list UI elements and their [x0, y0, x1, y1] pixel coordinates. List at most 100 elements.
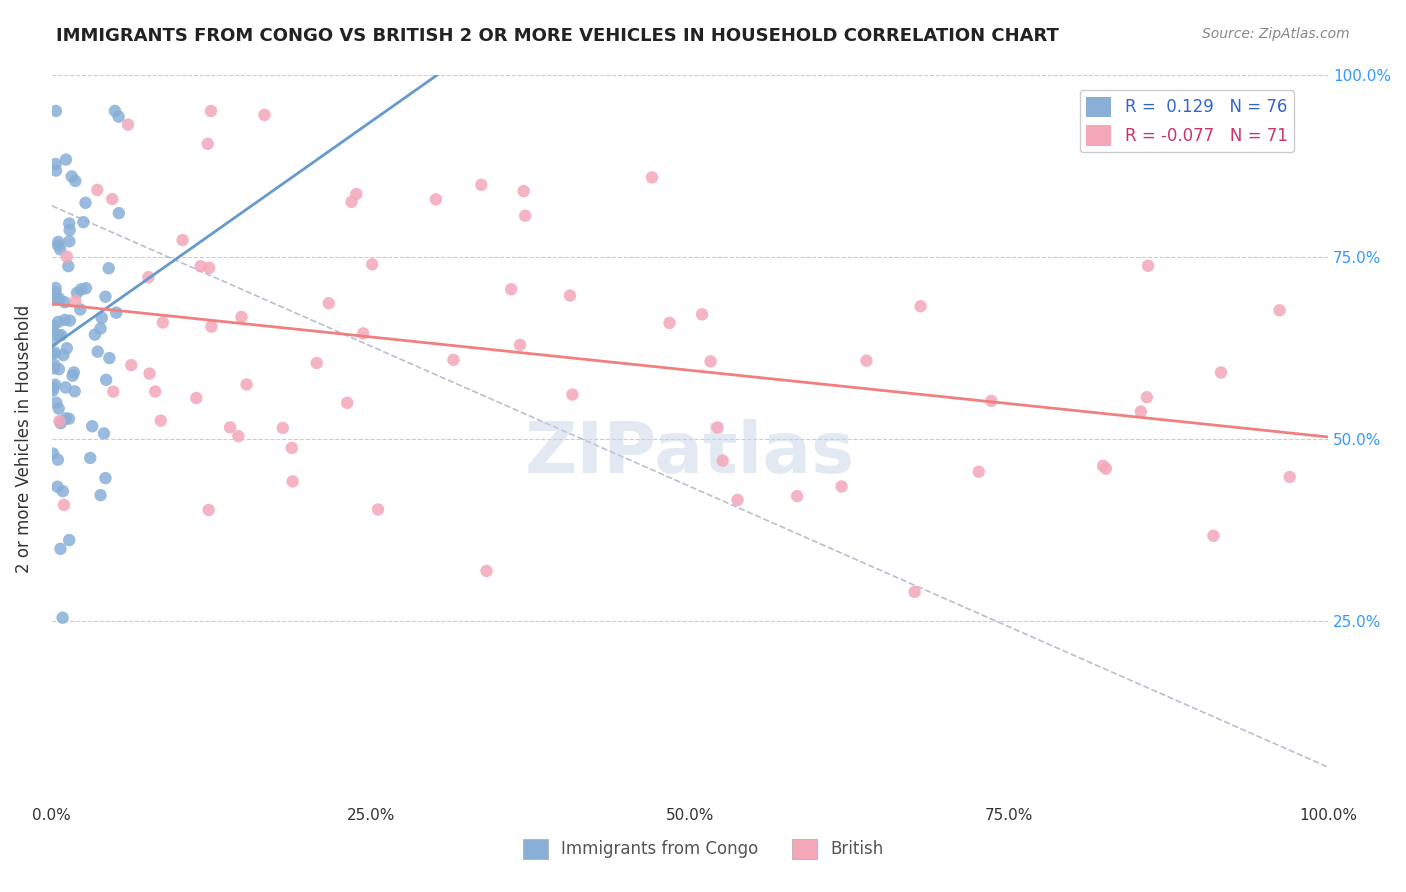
Point — [699, 354, 721, 368]
Point — [172, 233, 194, 247]
Point — [561, 387, 583, 401]
Point — [49, 541, 72, 556]
Point — [42, 361, 65, 376]
Point — [42, 325, 65, 339]
Point — [58, 533, 80, 547]
Point — [75, 281, 97, 295]
Point — [198, 260, 221, 275]
Point — [152, 315, 174, 329]
Point — [52, 498, 75, 512]
Point — [45, 395, 67, 409]
Point — [53, 313, 76, 327]
Point — [51, 328, 73, 343]
Point — [66, 285, 89, 300]
Point — [48, 414, 70, 428]
Point — [44, 345, 66, 359]
Point — [52, 348, 75, 362]
Point — [281, 441, 304, 455]
Point — [45, 163, 67, 178]
Point — [711, 453, 734, 467]
Point — [46, 452, 69, 467]
Point — [52, 610, 75, 624]
Point — [138, 270, 160, 285]
Point — [49, 242, 72, 256]
Point — [44, 377, 66, 392]
Point — [219, 420, 242, 434]
Point — [1137, 259, 1160, 273]
Point — [62, 368, 84, 383]
Point — [94, 373, 117, 387]
Point — [46, 235, 69, 249]
Point — [281, 475, 304, 489]
Point — [82, 419, 104, 434]
Point — [475, 564, 498, 578]
Point — [55, 411, 77, 425]
Point — [52, 484, 75, 499]
Point — [44, 293, 66, 307]
Point — [235, 377, 257, 392]
Point — [42, 380, 65, 394]
Point — [42, 447, 65, 461]
Text: ZIPatlas: ZIPatlas — [524, 419, 855, 488]
Point — [65, 174, 87, 188]
Point — [200, 103, 222, 118]
Point — [56, 341, 79, 355]
Point — [1278, 470, 1301, 484]
Point — [48, 292, 70, 306]
Point — [46, 238, 69, 252]
Point — [786, 489, 808, 503]
Point — [1095, 461, 1118, 475]
Point — [94, 290, 117, 304]
Point — [75, 195, 97, 210]
Point — [93, 426, 115, 441]
Point — [59, 223, 82, 237]
Point — [70, 282, 93, 296]
Point — [855, 353, 877, 368]
Point — [55, 250, 77, 264]
Point — [53, 295, 76, 310]
Point — [58, 235, 80, 249]
Point — [79, 450, 101, 465]
Point — [470, 178, 492, 192]
Legend: R =  0.129   N = 76, R = -0.077   N = 71: R = 0.129 N = 76, R = -0.077 N = 71 — [1080, 90, 1295, 153]
Point — [90, 321, 112, 335]
Legend: Immigrants from Congo, British: Immigrants from Congo, British — [516, 832, 890, 866]
Point — [910, 299, 932, 313]
Point — [58, 259, 80, 273]
Point — [1209, 366, 1232, 380]
Point — [105, 306, 128, 320]
Point — [831, 479, 853, 493]
Point — [727, 492, 749, 507]
Point — [509, 338, 531, 352]
Point — [44, 358, 66, 372]
Point — [45, 281, 67, 295]
Point — [138, 367, 160, 381]
Point — [515, 209, 537, 223]
Point — [352, 326, 374, 341]
Point — [48, 315, 70, 329]
Point — [441, 352, 464, 367]
Point — [200, 319, 222, 334]
Point — [42, 384, 65, 398]
Point — [980, 394, 1002, 409]
Point — [55, 153, 77, 167]
Point — [42, 346, 65, 360]
Point — [44, 289, 66, 303]
Point — [1268, 303, 1291, 318]
Point — [46, 480, 69, 494]
Point — [45, 103, 67, 118]
Point — [967, 465, 990, 479]
Point — [48, 362, 70, 376]
Point — [558, 288, 581, 302]
Point — [58, 411, 80, 425]
Point — [72, 215, 94, 229]
Point — [1202, 529, 1225, 543]
Point — [340, 194, 363, 209]
Point — [1129, 404, 1152, 418]
Point — [344, 187, 367, 202]
Point — [60, 169, 83, 184]
Point — [1136, 390, 1159, 404]
Point — [149, 414, 172, 428]
Point — [83, 327, 105, 342]
Point — [190, 259, 212, 273]
